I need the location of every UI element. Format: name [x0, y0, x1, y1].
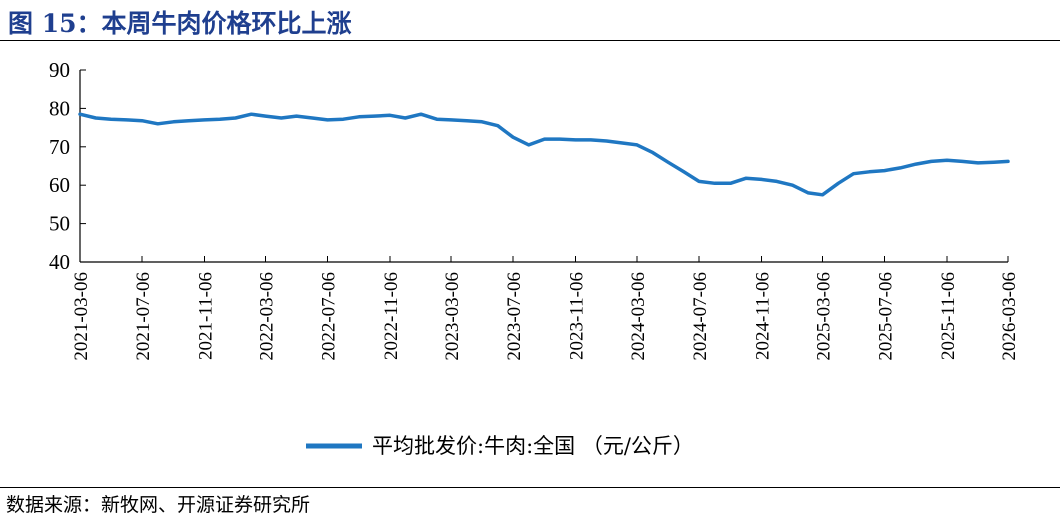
x-tick-label: 2023-11-06: [567, 272, 588, 360]
page-title: 图 15：本周牛肉价格环比上涨: [8, 9, 352, 38]
x-tick-label: 2022-11-06: [381, 272, 402, 360]
y-tick-label: 70: [49, 135, 70, 159]
x-tick-label: 2021-03-06: [71, 272, 92, 361]
x-tick-label: 2025-03-06: [814, 272, 835, 361]
x-tick-label: 2021-11-06: [196, 272, 217, 360]
source-note: 数据来源：新牧网、开源证券研究所: [6, 494, 311, 516]
chart-axes: [79, 70, 1008, 263]
y-tick-label: 80: [49, 96, 70, 120]
x-tick-label: 2022-03-06: [256, 272, 277, 361]
x-axis-ticks: 2021-03-06 2021-07-06 2021-11-06 2022-03-06…: [71, 256, 1020, 361]
x-tick-label: 2021-07-06: [133, 272, 154, 361]
y-tick-label: 60: [49, 173, 70, 197]
x-tick-label: 2024-11-06: [753, 272, 774, 360]
x-tick-label: 2025-11-06: [938, 272, 959, 360]
series-line: [78, 112, 1010, 197]
y-tick-label: 50: [49, 212, 70, 236]
x-tick-label: 2022-07-06: [319, 272, 340, 361]
x-tick-label: 2026-03-06: [999, 272, 1020, 361]
x-tick-label: 2024-07-06: [690, 272, 711, 361]
footer-divider: [0, 487, 1060, 488]
title-bar: 图 15：本周牛肉价格环比上涨: [0, 0, 1060, 41]
x-tick-label: 2025-07-06: [876, 272, 897, 361]
y-tick-label: 40: [49, 250, 70, 274]
x-tick-label: 2023-07-06: [504, 272, 525, 361]
x-tick-label: 2024-03-06: [628, 272, 649, 361]
legend: 平均批发价:牛肉:全国 （元/公斤）: [306, 434, 694, 458]
x-tick-label: 2023-03-06: [442, 272, 463, 361]
line-chart: 90 80 70 60 50 40 2021-03-06 2021-07-06 2021-11…: [49, 58, 1020, 458]
series-group: [78, 112, 1010, 197]
y-tick-label: 90: [49, 58, 70, 82]
y-axis-ticks: 90 80 70 60 50 40: [49, 58, 86, 274]
legend-label: 平均批发价:牛肉:全国 （元/公斤）: [372, 434, 694, 458]
